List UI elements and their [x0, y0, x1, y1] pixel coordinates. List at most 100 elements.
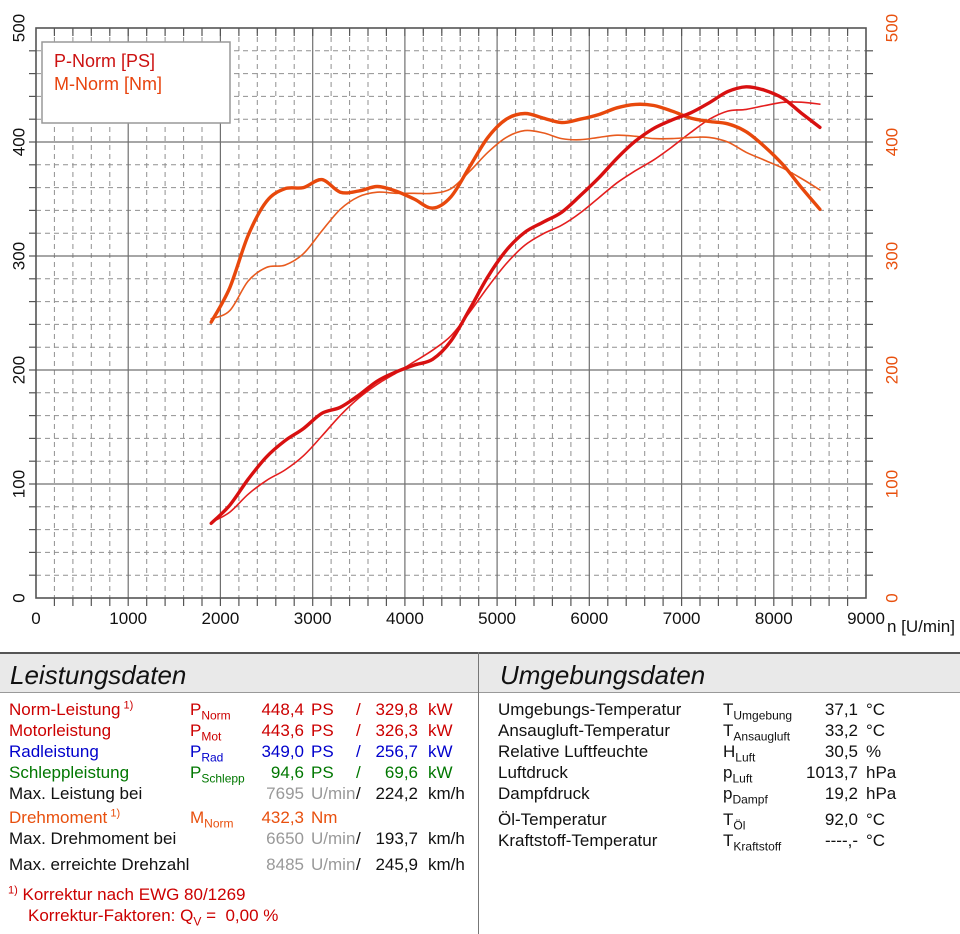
leistungsdaten-row: Norm-Leistung 1) PNorm 448,4 PS / 329,8 kW: [0, 699, 477, 723]
row-symbol: pDampf: [723, 784, 768, 807]
y-left-tick-label: 100: [10, 470, 29, 498]
row-label: Relative Luftfeuchte: [498, 742, 649, 761]
row-value-2: 326,3: [375, 721, 418, 740]
x-tick-label: 9000: [847, 609, 885, 628]
y-right-tick-label: 200: [883, 356, 902, 384]
row-value: 37,1: [824, 700, 858, 719]
row-value: 33,2: [824, 721, 858, 740]
row-unit-2: kW: [428, 721, 453, 740]
row-label: Radleistung: [9, 742, 99, 761]
row-unit-2: kW: [428, 742, 453, 761]
row-symbol: PMot: [190, 721, 222, 744]
curve-p-norm: [209, 85, 822, 525]
row-symbol: pLuft: [723, 763, 753, 786]
row-label: Norm-Leistung 1): [9, 699, 134, 719]
row-label: Drehmoment 1): [9, 807, 121, 827]
row-label: Umgebungs-Temperatur: [498, 700, 682, 719]
y-right-tick-label: 100: [883, 470, 902, 498]
y-right-tick-label: 300: [883, 242, 902, 270]
row-separator: /: [356, 763, 361, 782]
plot-border: [35, 27, 867, 599]
row-value: ----,-: [824, 831, 858, 850]
legend-item: M-Norm [Nm]: [54, 74, 162, 94]
footnote-line-2: Korrektur-Faktoren: QV = 0,00 %: [28, 906, 279, 929]
y-left-tick-label: 300: [10, 242, 29, 270]
row-unit: hPa: [866, 763, 897, 782]
row-unit-2: km/h: [428, 829, 465, 848]
row-symbol: TAnsaugluft: [723, 721, 791, 744]
row-unit-2: km/h: [428, 855, 465, 874]
row-label: Dampfdruck: [498, 784, 590, 803]
curve-m-norm: [209, 102, 822, 324]
row-unit-1: PS: [311, 742, 334, 761]
row-unit: °C: [866, 831, 886, 850]
umgebungsdaten-row: Luftdruck pLuft 1013,7 hPa: [479, 762, 959, 786]
row-value-2: 256,7: [375, 742, 418, 761]
row-unit-2: kW: [428, 763, 453, 782]
row-unit: °C: [866, 700, 886, 719]
tables-header-band: Leistungsdaten Umgebungsdaten: [0, 652, 960, 693]
row-unit-1: PS: [311, 763, 334, 782]
footnote-line-1: 1) Korrektur nach EWG 80/1269: [8, 884, 246, 904]
row-value-2: 69,6: [384, 763, 418, 782]
row-value: 19,2: [824, 784, 858, 803]
umgebungsdaten-row: Öl-Temperatur TÖl 92,0 °C: [479, 809, 959, 833]
row-separator: /: [356, 721, 361, 740]
dyno-chart: 0 1000 2000 3000 4000 5000 6000 7000 8000 9000010…: [10, 14, 956, 636]
row-unit-1: U/min: [311, 855, 356, 874]
leistungsdaten-row: Schleppleistung PSchlepp 94,6 PS / 69,6 kW: [0, 762, 477, 786]
x-tick-label: 2000: [201, 609, 239, 628]
row-value-1: 7695: [266, 784, 304, 803]
x-tick-label: 0: [31, 609, 40, 628]
row-unit-1: PS: [311, 700, 334, 719]
umgebungsdaten-row: Ansaugluft-Temperatur TAnsaugluft 33,2 °C: [479, 720, 959, 744]
row-unit-1: U/min: [311, 829, 356, 848]
umgebungsdaten-row: Kraftstoff-Temperatur TKraftstoff ----,- °C: [479, 830, 959, 854]
row-value-2: 245,9: [375, 855, 418, 874]
row-value: 30,5: [824, 742, 858, 761]
row-unit: %: [866, 742, 882, 761]
row-label: Schleppleistung: [9, 763, 130, 782]
row-unit-2: kW: [428, 700, 453, 719]
row-separator: /: [356, 855, 361, 874]
row-unit: °C: [866, 721, 886, 740]
umgebungsdaten-row: Umgebungs-Temperatur TUmgebung 37,1 °C: [479, 699, 959, 723]
x-tick-label: 6000: [570, 609, 608, 628]
row-value-1: 6650: [266, 829, 304, 848]
x-tick-label: 7000: [663, 609, 701, 628]
umgebungsdaten-row: Relative Luftfeuchte HLuft 30,5%: [479, 741, 959, 763]
row-symbol: PNorm: [190, 700, 231, 723]
umgebungsdaten-title: Umgebungsdaten: [500, 660, 706, 690]
x-tick-label: 8000: [755, 609, 793, 628]
row-value-1: 8485: [266, 855, 304, 874]
row-symbol: TUmgebung: [723, 700, 793, 723]
row-separator: /: [356, 700, 361, 719]
row-separator: /: [356, 829, 361, 848]
x-axis-label: n [U/min]: [887, 617, 955, 636]
row-symbol: TÖl: [723, 810, 746, 833]
data-tables-section: Leistungsdaten Umgebungsdaten Norm-Leist…: [0, 652, 960, 934]
row-symbol: PRad: [190, 742, 224, 765]
y-left-tick-label: 200: [10, 356, 29, 384]
row-unit-2: km/h: [428, 784, 465, 803]
leistungsdaten-row: Motorleistung PMot 443,6 PS / 326,3 kW: [0, 720, 477, 744]
row-value-1: 432,3: [261, 808, 304, 827]
row-unit-1: PS: [311, 721, 334, 740]
x-tick-label: 1000: [109, 609, 147, 628]
row-separator: /: [356, 742, 361, 761]
row-value-2: 329,8: [375, 700, 418, 719]
umgebungsdaten-row: Dampfdruck pDampf 19,2 hPa: [479, 783, 959, 807]
row-value-2: 193,7: [375, 829, 418, 848]
table-leistungsdaten: Norm-Leistung 1) PNorm 448,4 PS/329,8 kW Moto…: [0, 699, 477, 875]
table-divider: [478, 652, 479, 934]
row-symbol: PSchlepp: [190, 763, 245, 786]
row-label: Kraftstoff-Temperatur: [498, 831, 658, 850]
row-unit-1: U/min: [311, 784, 356, 803]
row-symbol: TKraftstoff: [723, 831, 782, 854]
row-label: Motorleistung: [9, 721, 112, 740]
x-tick-label: 3000: [294, 609, 332, 628]
row-value-1: 94,6: [270, 763, 304, 782]
row-label: Ansaugluft-Temperatur: [498, 721, 670, 740]
y-right-tick-label: 500: [883, 14, 902, 42]
